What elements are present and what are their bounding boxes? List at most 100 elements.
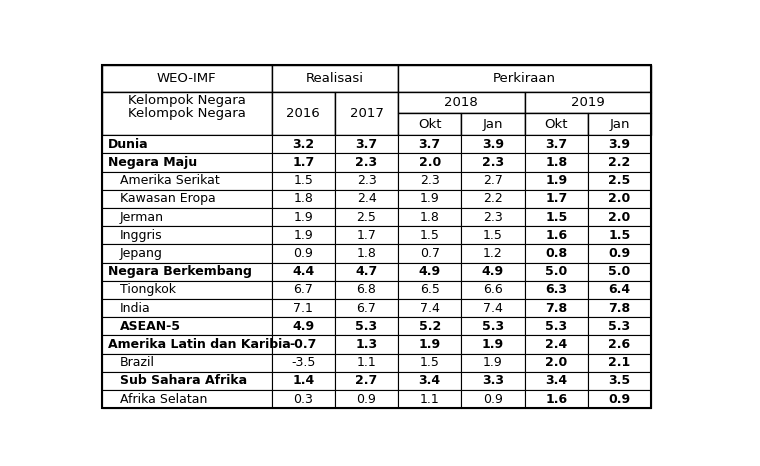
Text: 1.2: 1.2 [483,247,503,260]
Text: Afrika Selatan: Afrika Selatan [120,393,207,406]
Bar [587,113,651,135]
Text: 2.4: 2.4 [356,192,376,206]
Text: 2.2: 2.2 [608,156,631,169]
Text: 4.9: 4.9 [419,265,441,278]
Text: 3.7: 3.7 [356,138,378,151]
Text: India: India [120,302,150,315]
Text: 4.4: 4.4 [292,265,315,278]
Text: Sub Sahara Afrika: Sub Sahara Afrika [120,375,247,388]
Bar [271,390,335,408]
Text: 3.7: 3.7 [419,138,441,151]
Bar [335,208,398,226]
Text: 6.3: 6.3 [545,283,567,296]
Bar [461,372,524,390]
Bar [335,135,398,153]
Text: 1.7: 1.7 [292,156,315,169]
Bar [587,153,651,171]
Bar [461,390,524,408]
Text: 1.1: 1.1 [356,356,376,369]
Bar [398,336,461,354]
Bar [587,372,651,390]
Text: 3.4: 3.4 [545,375,567,388]
Text: 2.5: 2.5 [608,174,631,187]
Bar [398,65,651,92]
Text: 2.0: 2.0 [545,356,567,369]
Bar [587,317,651,336]
Bar [587,245,651,263]
Bar [587,171,651,190]
Bar [524,245,587,263]
Text: 1.8: 1.8 [356,247,376,260]
Bar [335,226,398,245]
Bar [335,299,398,317]
Bar [461,299,524,317]
Bar [335,92,398,135]
Bar [398,208,461,226]
Bar [461,171,524,190]
Bar [587,336,651,354]
Text: 2.3: 2.3 [356,156,378,169]
Bar [398,299,461,317]
Text: 3.3: 3.3 [482,375,504,388]
Bar [335,336,398,354]
Text: 2019: 2019 [571,96,605,109]
Bar [335,354,398,372]
Bar [102,208,271,226]
Text: 0.9: 0.9 [609,393,631,406]
Text: 0.9: 0.9 [356,393,376,406]
Bar [271,245,335,263]
Text: Jan: Jan [483,118,503,131]
Text: 1.5: 1.5 [608,229,631,242]
Text: 2.3: 2.3 [482,156,504,169]
Text: Kawasan Eropa: Kawasan Eropa [120,192,216,206]
Text: 2.2: 2.2 [483,192,503,206]
Bar [102,317,271,336]
Text: 1.8: 1.8 [293,192,313,206]
Bar [398,153,461,171]
Text: 2.0: 2.0 [608,192,631,206]
Text: 6.7: 6.7 [293,283,313,296]
Bar [271,208,335,226]
Text: 7.4: 7.4 [483,302,503,315]
Bar [524,354,587,372]
Text: 3.9: 3.9 [609,138,631,151]
Bar [271,226,335,245]
Bar [335,263,398,281]
Bar [524,317,587,336]
Bar [271,372,335,390]
Bar [587,390,651,408]
Text: 7.8: 7.8 [609,302,631,315]
Text: 7.4: 7.4 [420,302,440,315]
Bar [335,317,398,336]
Text: 5.0: 5.0 [608,265,631,278]
Bar [524,336,587,354]
Text: 1.9: 1.9 [293,211,313,224]
Bar [398,226,461,245]
Bar [587,263,651,281]
Text: 1.9: 1.9 [419,338,441,351]
Text: 2.0: 2.0 [608,211,631,224]
Text: 1.5: 1.5 [483,229,503,242]
Text: 1.1: 1.1 [420,393,439,406]
Text: 0.8: 0.8 [545,247,567,260]
Text: 1.3: 1.3 [356,338,378,351]
Text: 2.4: 2.4 [545,338,567,351]
Bar [461,226,524,245]
Bar [102,354,271,372]
Text: 1.6: 1.6 [545,393,567,406]
Text: WEO-IMF: WEO-IMF [157,72,217,85]
Bar [102,263,271,281]
Bar [271,317,335,336]
Bar [335,390,398,408]
Bar [102,65,271,135]
Text: 1.9: 1.9 [483,356,503,369]
Bar [398,245,461,263]
Bar [398,317,461,336]
Bar [102,171,271,190]
Bar [524,171,587,190]
Text: 3.9: 3.9 [482,138,504,151]
Text: 1.5: 1.5 [293,174,313,187]
Text: 1.8: 1.8 [545,156,567,169]
Text: 0.7: 0.7 [420,247,440,260]
Bar [461,245,524,263]
